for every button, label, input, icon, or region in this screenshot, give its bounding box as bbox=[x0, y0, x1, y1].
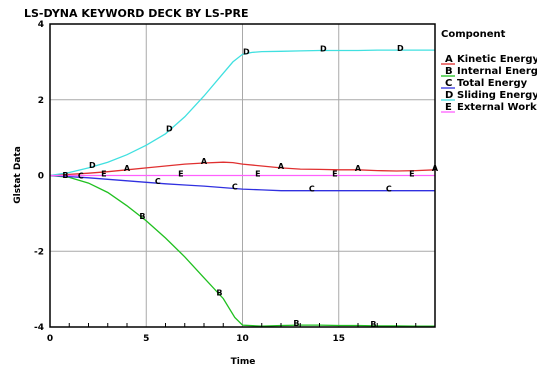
legend-letter-a: A bbox=[445, 54, 453, 65]
series-marker-d: D bbox=[89, 161, 96, 170]
legend-letter-b: B bbox=[445, 66, 453, 77]
series-marker-d: D bbox=[243, 48, 250, 57]
x-tick-label: 15 bbox=[332, 334, 345, 344]
series-marker-c: C bbox=[78, 171, 84, 180]
legend-entry-e: External Work bbox=[457, 102, 537, 113]
series-marker-c: C bbox=[309, 185, 315, 194]
series-marker-a: A bbox=[278, 162, 285, 171]
series-marker-d: D bbox=[320, 45, 327, 54]
legend-letter-e: E bbox=[445, 102, 452, 113]
legend-title: Component bbox=[441, 29, 506, 40]
x-tick-label: 5 bbox=[143, 334, 149, 344]
series-marker-e: E bbox=[178, 170, 183, 179]
x-tick-label: 10 bbox=[236, 334, 249, 344]
legend-entry-d: Sliding Energy bbox=[457, 90, 537, 101]
legend-entry-a: Kinetic Energy bbox=[457, 54, 537, 65]
legend: Component A Kinetic Energy B Internal Energ… bbox=[441, 29, 537, 113]
series-marker-e: E bbox=[101, 170, 106, 179]
series-marker-b: B bbox=[293, 319, 299, 328]
series-lines bbox=[49, 49, 436, 327]
chart-title: LS-DYNA KEYWORD DECK BY LS-PRE bbox=[24, 7, 248, 20]
legend-letter-c: C bbox=[445, 78, 452, 89]
x-tick-label: 0 bbox=[47, 334, 53, 344]
series-marker-e: E bbox=[332, 170, 337, 179]
series-line-d bbox=[49, 49, 435, 177]
series-marker-b: B bbox=[370, 320, 376, 329]
series-marker-a: A bbox=[355, 164, 362, 173]
y-tick-label: -4 bbox=[34, 323, 44, 333]
series-marker-e: E bbox=[409, 170, 414, 179]
y-tick-label: 0 bbox=[38, 172, 44, 182]
series-marker-d: D bbox=[166, 124, 173, 133]
legend-letter-d: D bbox=[445, 90, 453, 101]
series-line-b bbox=[49, 174, 435, 327]
series-marker-b: B bbox=[216, 288, 222, 297]
y-tick-label: 4 bbox=[38, 20, 44, 30]
legend-entry-c: Total Energy bbox=[457, 78, 528, 89]
y-axis-label: Glstat Data bbox=[13, 146, 23, 204]
x-axis-label: Time bbox=[231, 357, 256, 367]
series-marker-c: C bbox=[232, 183, 238, 192]
plot-frame bbox=[49, 23, 436, 328]
series-marker-c: C bbox=[155, 177, 161, 186]
series-marker-b: B bbox=[62, 171, 68, 180]
series-marker-e: E bbox=[255, 170, 260, 179]
y-tick-label: -2 bbox=[34, 247, 44, 257]
series-line-a bbox=[49, 161, 436, 177]
legend-entry-b: Internal Energy bbox=[457, 66, 537, 77]
series-marker-a: A bbox=[201, 157, 208, 166]
tick-labels: 0 5 10 15 4 2 0 -2 -4 bbox=[34, 20, 417, 344]
series-marker-b: B bbox=[139, 212, 145, 221]
series-line-c bbox=[49, 174, 435, 192]
y-tick-label: 2 bbox=[38, 96, 44, 106]
series-marker-c: C bbox=[386, 185, 392, 194]
series-marker-d: D bbox=[397, 44, 404, 53]
series-marker-a: A bbox=[124, 164, 131, 173]
